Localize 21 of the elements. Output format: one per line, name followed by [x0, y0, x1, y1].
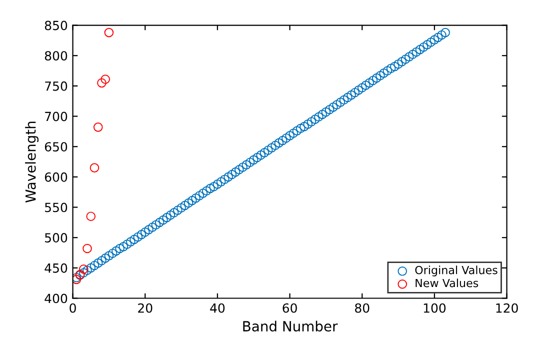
x-tick-label: 100 [424, 303, 446, 313]
x-tick-label: 120 [496, 303, 518, 313]
x-tick-label: 20 [138, 303, 152, 313]
y-tick-label: 850 [44, 20, 68, 30]
x-tick-label: 60 [282, 303, 297, 313]
y-tick-label: 500 [45, 233, 68, 243]
y-tick-label: 550 [45, 202, 68, 212]
y-tick-label: 650 [44, 142, 68, 152]
x-tick-label: 40 [210, 303, 225, 313]
x-axis-title: Band Number [243, 320, 338, 332]
y-tick-label: 400 [44, 294, 68, 304]
legend-label: Original Values [415, 266, 498, 276]
x-tick-label: 80 [355, 303, 370, 313]
y-tick-label: 600 [44, 172, 68, 182]
y-tick-label: 700 [45, 112, 68, 122]
y-tick-label: 450 [44, 263, 68, 273]
x-tick-label: 0 [70, 303, 76, 313]
legend-label: New Values [416, 278, 478, 288]
y-axis-title: Wavelength [25, 122, 39, 202]
y-tick-label: 800 [44, 51, 68, 61]
y-tick-label: 750 [45, 81, 68, 91]
